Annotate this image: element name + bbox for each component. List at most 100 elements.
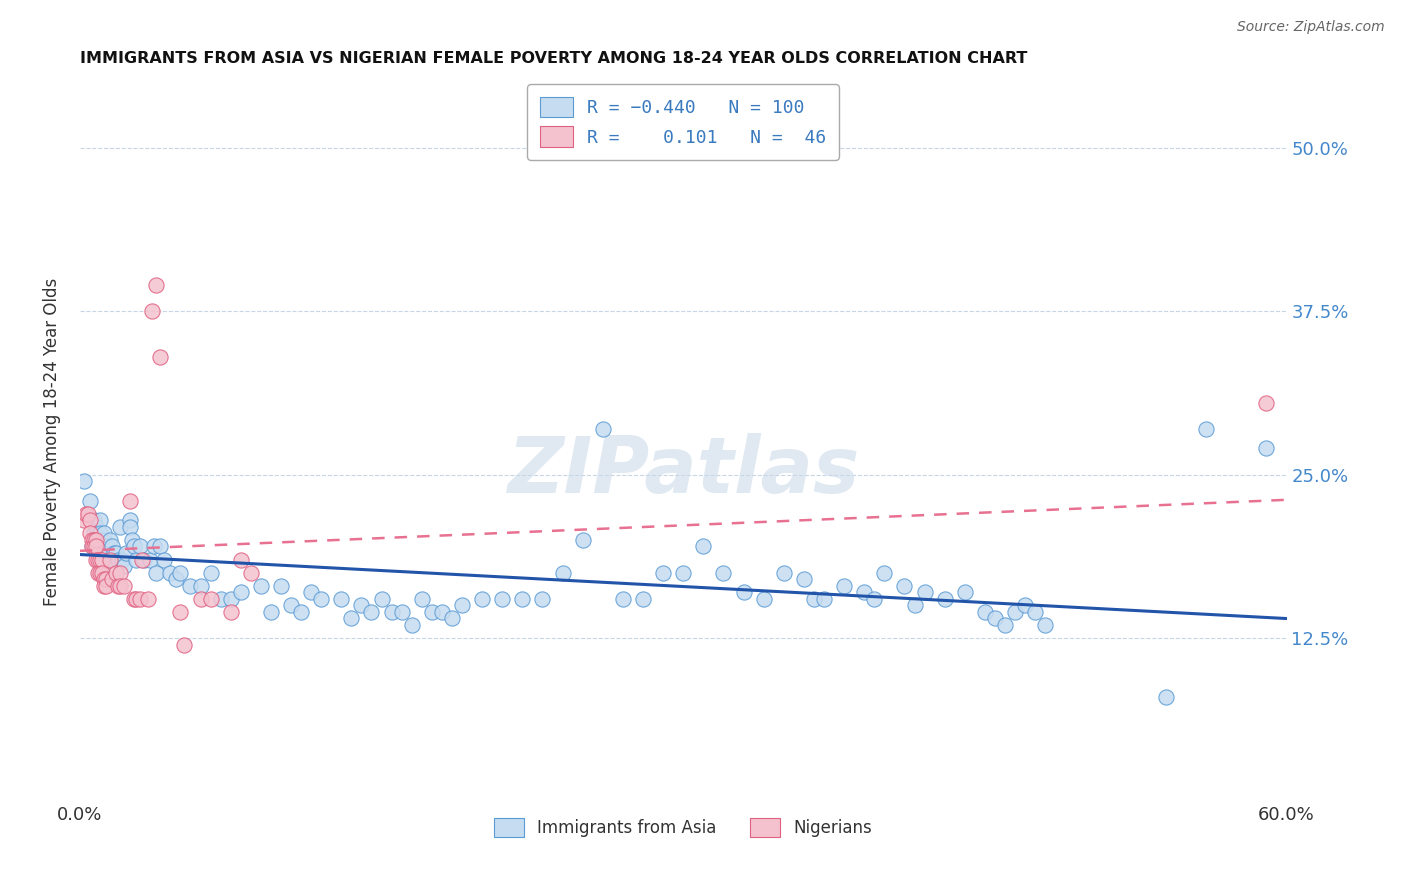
Point [84,552,107,566]
Point [440,611,463,625]
Point [290,605,312,619]
Point [994,618,1017,632]
Point [112,559,135,574]
Point [803,591,825,606]
Point [260,605,283,619]
Point [229,585,252,599]
Point [129,540,152,554]
Point [1195,422,1218,436]
Point [131,552,153,566]
Point [903,599,925,613]
Point [391,605,413,619]
Point [75,507,97,521]
Point [713,566,735,580]
Point [401,618,423,632]
Point [229,552,252,566]
Point [136,591,159,606]
Point [84,520,107,534]
Point [149,540,172,554]
Point [1033,618,1056,632]
Point [87,566,110,580]
Point [91,552,114,566]
Point [1256,442,1278,456]
Point [80,540,103,554]
Point [80,540,103,554]
Point [1256,395,1278,409]
Point [105,566,128,580]
Point [89,526,111,541]
Point [853,585,876,599]
Point [145,277,167,292]
Point [91,533,114,547]
Point [79,526,101,541]
Point [299,585,322,599]
Point [471,591,494,606]
Point [79,513,101,527]
Point [631,591,654,606]
Point [592,422,614,436]
Point [108,520,131,534]
Point [98,533,121,547]
Point [84,540,107,554]
Point [863,591,886,606]
Point [83,533,105,547]
Point [893,579,915,593]
Point [83,540,105,554]
Point [733,585,755,599]
Point [83,513,105,527]
Point [122,591,145,606]
Text: IMMIGRANTS FROM ASIA VS NIGERIAN FEMALE POVERTY AMONG 18-24 YEAR OLDS CORRELATIO: IMMIGRANTS FROM ASIA VS NIGERIAN FEMALE … [80,51,1028,66]
Point [89,566,111,580]
Point [190,579,212,593]
Point [115,546,138,560]
Point [165,572,187,586]
Point [125,552,148,566]
Point [84,533,107,547]
Point [571,533,593,547]
Point [1154,690,1177,704]
Point [89,552,111,566]
Point [914,585,936,599]
Point [141,304,163,318]
Point [832,579,855,593]
Point [153,552,176,566]
Point [111,552,134,566]
Point [250,579,273,593]
Point [974,605,997,619]
Point [107,579,129,593]
Point [112,579,135,593]
Point [672,566,695,580]
Point [103,546,125,560]
Point [121,533,143,547]
Y-axis label: Female Poverty Among 18-24 Year Olds: Female Poverty Among 18-24 Year Olds [44,277,60,606]
Point [134,552,156,566]
Point [120,493,142,508]
Point [120,513,142,527]
Point [772,566,794,580]
Point [531,591,554,606]
Point [430,605,453,619]
Point [934,591,956,606]
Point [793,572,815,586]
Point [129,591,152,606]
Point [219,591,242,606]
Point [1024,605,1046,619]
Point [93,526,115,541]
Point [159,566,181,580]
Point [80,533,103,547]
Point [108,579,131,593]
Point [87,552,110,566]
Point [984,611,1007,625]
Point [87,540,110,554]
Point [101,572,124,586]
Legend: Immigrants from Asia, Nigerians: Immigrants from Asia, Nigerians [488,811,879,844]
Point [73,474,96,488]
Point [91,566,114,580]
Point [209,591,232,606]
Point [752,591,775,606]
Text: ZIPatlas: ZIPatlas [508,433,859,508]
Point [120,520,142,534]
Point [93,572,115,586]
Point [94,572,117,586]
Point [330,591,353,606]
